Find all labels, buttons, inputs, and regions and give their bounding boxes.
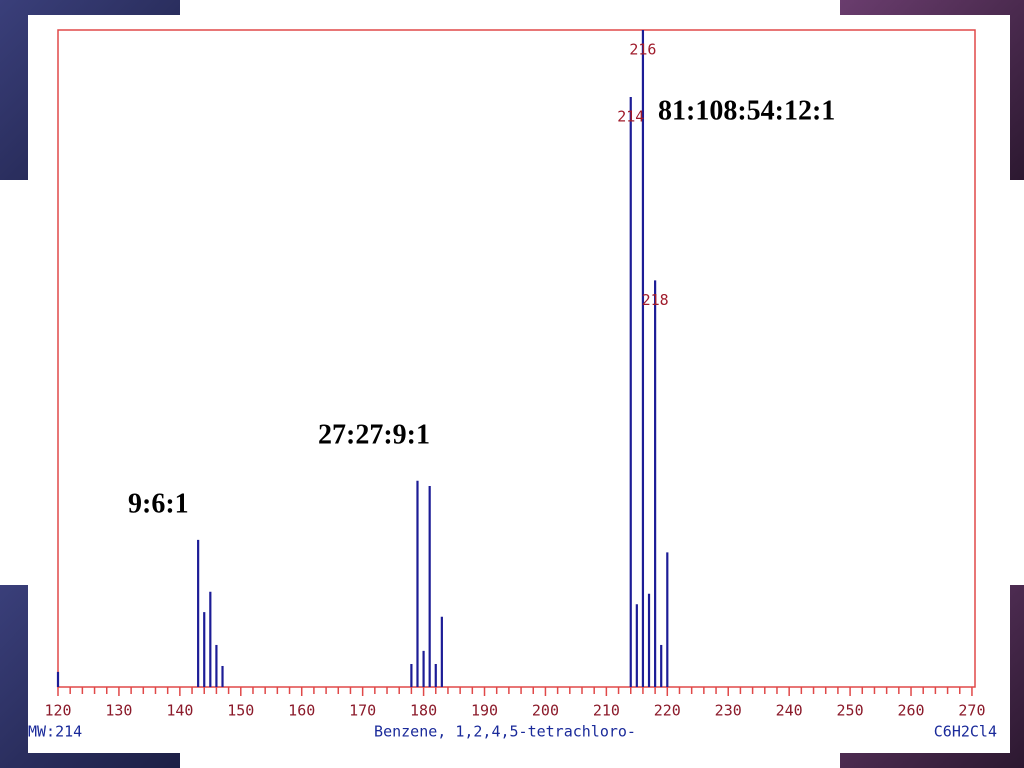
content-panel [28, 15, 1010, 753]
mw-label: MW:214 [28, 723, 82, 741]
formula: C6H2Cl4 [934, 723, 997, 741]
x-tick-label: 260 [897, 702, 924, 720]
plot-frame [57, 29, 976, 688]
peak-label: 216 [629, 41, 656, 59]
x-tick-label: 220 [654, 702, 681, 720]
compound-name: Benzene, 1,2,4,5-tetrachloro- [374, 723, 636, 741]
annotation: 27:27:9:1 [318, 419, 430, 450]
x-tick-label: 160 [288, 702, 315, 720]
x-tick-label: 180 [410, 702, 437, 720]
x-tick-label: 120 [44, 702, 71, 720]
x-tick-label: 210 [593, 702, 620, 720]
x-tick-label: 270 [958, 702, 985, 720]
annotation: 9:6:1 [128, 488, 189, 519]
peak-label: 218 [642, 291, 669, 309]
x-tick-label: 170 [349, 702, 376, 720]
plot: 120 130 140 150 160 170 180 190 200 210 220 230 240 2… [44, 29, 986, 720]
annotation: 81:108:54:12:1 [658, 95, 835, 126]
x-tick-label: 230 [715, 702, 742, 720]
peak-label: 214 [617, 108, 644, 126]
x-tick-label: 140 [166, 702, 193, 720]
x-tick-label: 200 [532, 702, 559, 720]
x-tick-label: 130 [105, 702, 132, 720]
x-tick-label: 190 [471, 702, 498, 720]
x-tick-label: 250 [837, 702, 864, 720]
x-tick-label: 150 [227, 702, 254, 720]
x-tick-label: 240 [776, 702, 803, 720]
